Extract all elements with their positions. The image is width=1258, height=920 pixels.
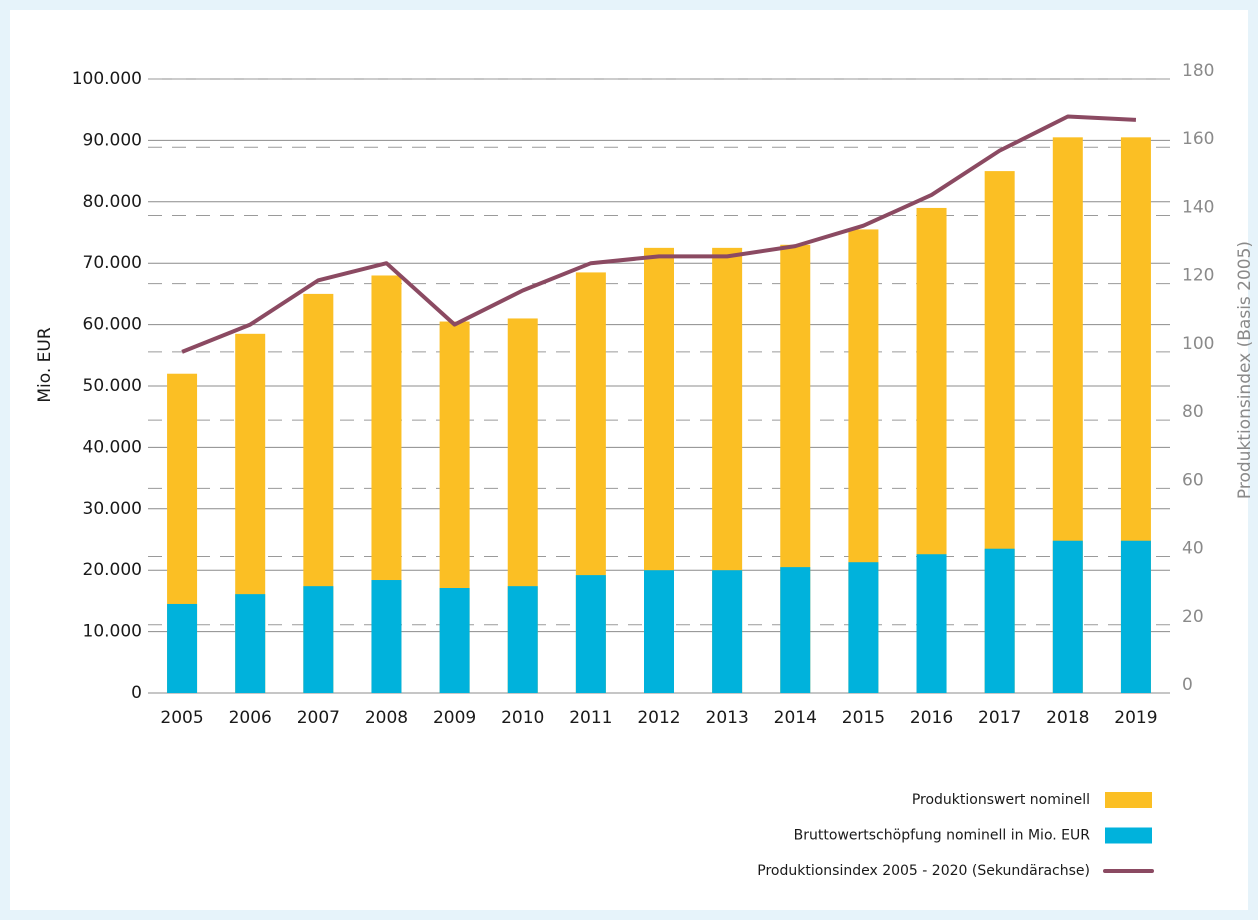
bar [712,570,743,693]
y2-tick-label: 40 [1182,539,1204,559]
x-tick-label: 2011 [569,708,612,728]
legend-swatch [1105,827,1152,844]
y-tick-label: 80.000 [83,192,142,212]
x-tick-label: 2005 [160,708,203,728]
legend-label: Bruttowertschöpfung nominell in Mio. EUR [794,828,1091,844]
line [181,114,1137,354]
bar [644,570,674,693]
bar [916,554,947,693]
bar [1052,540,1083,693]
y-axis-label: Mio. EUR [35,327,55,402]
legend-swatch [1105,792,1152,808]
x-tick-label: 2007 [297,708,340,728]
legend-label: Produktionswert nominell [912,792,1090,808]
x-tick-label: 2006 [229,708,272,728]
y2-axis-label: Produktionsindex (Basis 2005) [1235,241,1255,499]
y2-tick-label: 20 [1182,607,1204,627]
x-tick-label: 2014 [774,708,817,728]
y-tick-label: 100.000 [72,69,142,89]
bar [780,567,811,693]
y2-tick-label: 140 [1182,197,1214,217]
y2-tick-label: 100 [1182,334,1214,354]
x-tick-label: 2008 [365,708,408,728]
x-tick-label: 2018 [1046,708,1089,728]
bar [439,588,470,693]
bar [848,562,879,693]
bar [507,586,538,693]
y2-tick-label: 120 [1182,266,1214,286]
y-tick-label: 70.000 [83,253,142,273]
x-tick-label: 2015 [842,708,885,728]
x-tick-label: 2016 [910,708,953,728]
legend-label: Produktionsindex 2005 - 2020 (Sekundärac… [757,863,1090,879]
y-tick-label: 10.000 [83,622,142,642]
bar [371,580,402,693]
y-tick-label: 30.000 [83,499,142,519]
x-tick-label: 2010 [501,708,544,728]
y2-tick-label: 160 [1182,129,1214,149]
bar [984,548,1015,693]
x-tick-label: 2013 [706,708,749,728]
y-tick-label: 90.000 [83,130,142,150]
bar [575,575,606,693]
x-tick-label: 2012 [637,708,680,728]
y-tick-label: 50.000 [83,376,142,396]
legend: Produktionswert nominell Bruttowertschöpf… [757,792,1154,879]
x-tick-label: 2009 [433,708,476,728]
bar [167,603,198,693]
bar [235,594,266,693]
y-tick-label: 0 [131,683,142,703]
y2-tick-label: 60 [1182,470,1204,490]
x-tick-label: 2019 [1114,708,1157,728]
y2-tick-label: 80 [1182,402,1204,422]
y-tick-label: 60.000 [83,315,142,335]
y-tick-label: 40.000 [83,437,142,457]
x-tick-label: 2017 [978,708,1021,728]
y2-tick-label: 180 [1182,61,1214,81]
bar [303,586,334,693]
y2-tick-label: 0 [1182,675,1193,695]
panel [10,10,1248,910]
y-tick-label: 20.000 [83,560,142,580]
bar [1120,540,1151,693]
